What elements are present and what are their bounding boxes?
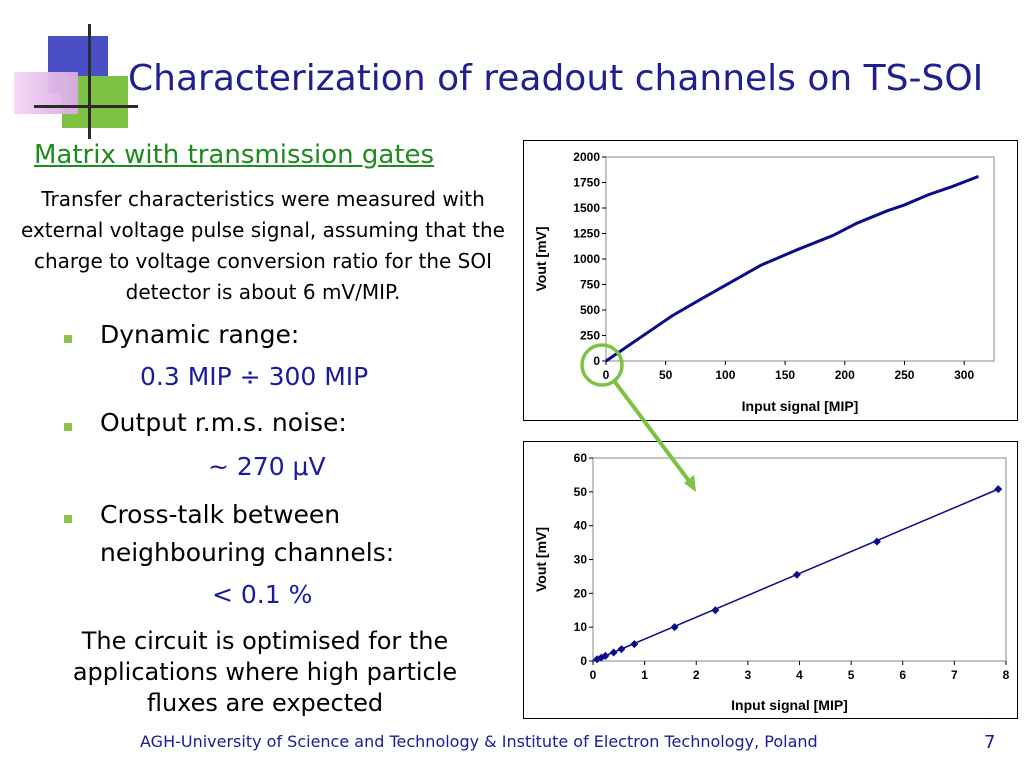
x-tick-label: 50	[659, 368, 673, 382]
x-tick-label: 7	[951, 668, 958, 682]
y-axis-label: Vout [mV]	[533, 226, 549, 291]
bullet-value-noise: ~ 270 μV	[208, 452, 326, 481]
bullet-value-dynamic-range: 0.3 MIP ÷ 300 MIP	[140, 362, 369, 391]
y-tick-label: 1500	[573, 201, 600, 215]
x-tick-label: 300	[954, 368, 974, 382]
chart-transfer-full-svg: 0 250 500 750 1000 1250 1500 1750 2000 0 50 100 150 2…	[533, 150, 995, 414]
x-tick-label: 1	[641, 668, 648, 682]
data-point	[670, 623, 679, 632]
bullet-marker	[64, 423, 72, 431]
decor-vertical-line	[88, 24, 91, 139]
slide-subtitle: Matrix with transmission gates	[34, 140, 435, 170]
chart-transfer-low-range: 0 10 20 30 40 50 60 0 1 2 3 4 5 6 7 8 Input signal [MIP]…	[523, 441, 1018, 719]
y-tick-label: 20	[574, 586, 588, 600]
x-tick-label: 0	[603, 368, 610, 382]
y-tick-label: 60	[574, 451, 588, 465]
bullet-label-crosstalk: Cross-talk between neighbouring channels…	[100, 500, 395, 567]
intro-text: Transfer characteristics were measured w…	[21, 187, 505, 304]
conclusion-text: The circuit is optimised for the applica…	[72, 627, 458, 717]
y-tick-label: 0	[580, 654, 587, 668]
y-axis-label: Vout [mV]	[533, 527, 549, 592]
y-tick-label: 50	[574, 485, 588, 499]
bullet-marker	[64, 335, 72, 343]
y-tick-label: 500	[580, 303, 600, 317]
decor-horizontal-line	[34, 105, 138, 108]
data-point	[792, 570, 801, 579]
x-tick-label: 0	[590, 668, 597, 682]
data-point	[609, 648, 618, 657]
x-tick-label: 3	[745, 668, 752, 682]
y-tick-label: 1000	[573, 252, 600, 266]
y-tick-label: 1750	[573, 176, 600, 190]
x-tick-label: 100	[715, 368, 735, 382]
x-tick-label: 2	[693, 668, 700, 682]
slide-title: Characterization of readout channels on …	[128, 58, 984, 99]
footer-text: AGH-University of Science and Technology…	[140, 732, 818, 751]
x-axis-label: Input signal [MIP]	[731, 697, 848, 713]
zoom-circle	[580, 343, 624, 387]
y-tick-label: 40	[574, 519, 588, 533]
y-tick-label: 0	[593, 354, 600, 368]
y-tick-label: 10	[574, 620, 588, 634]
series-line	[605, 174, 980, 363]
chart-transfer-low-range-svg: 0 10 20 30 40 50 60 0 1 2 3 4 5 6 7 8 Input signal [MIP]…	[533, 451, 1010, 713]
data-point	[994, 485, 1003, 494]
bullet-label-noise: Output r.m.s. noise:	[100, 408, 347, 437]
y-tick-label: 30	[574, 553, 588, 567]
bullet-marker	[64, 515, 72, 523]
page-number: 7	[984, 732, 996, 753]
x-tick-label: 5	[848, 668, 855, 682]
y-tick-label: 750	[580, 278, 600, 292]
bullet-value-crosstalk: < 0.1 %	[212, 580, 313, 609]
data-point	[872, 537, 881, 546]
x-tick-label: 150	[775, 368, 795, 382]
x-tick-label: 200	[835, 368, 855, 382]
zoom-marker	[580, 343, 696, 492]
chart-transfer-full: 0 250 500 750 1000 1250 1500 1750 2000 0 50 100 150 2…	[523, 140, 1018, 421]
x-tick-label: 8	[1003, 668, 1010, 682]
y-tick-label: 1250	[573, 227, 600, 241]
x-tick-label: 6	[899, 668, 906, 682]
x-tick-label: 250	[894, 368, 914, 382]
data-point	[630, 640, 639, 649]
data-point	[617, 645, 626, 654]
y-tick-label: 2000	[573, 150, 600, 164]
zoom-arrow-head	[684, 475, 696, 492]
data-point	[711, 606, 720, 615]
y-tick-label: 250	[580, 329, 600, 343]
data-point	[601, 651, 610, 660]
x-tick-label: 4	[796, 668, 803, 682]
zoom-arrow-line	[613, 380, 694, 487]
x-axis-label: Input signal [MIP]	[742, 398, 859, 414]
bullet-label-dynamic-range: Dynamic range:	[100, 320, 300, 349]
